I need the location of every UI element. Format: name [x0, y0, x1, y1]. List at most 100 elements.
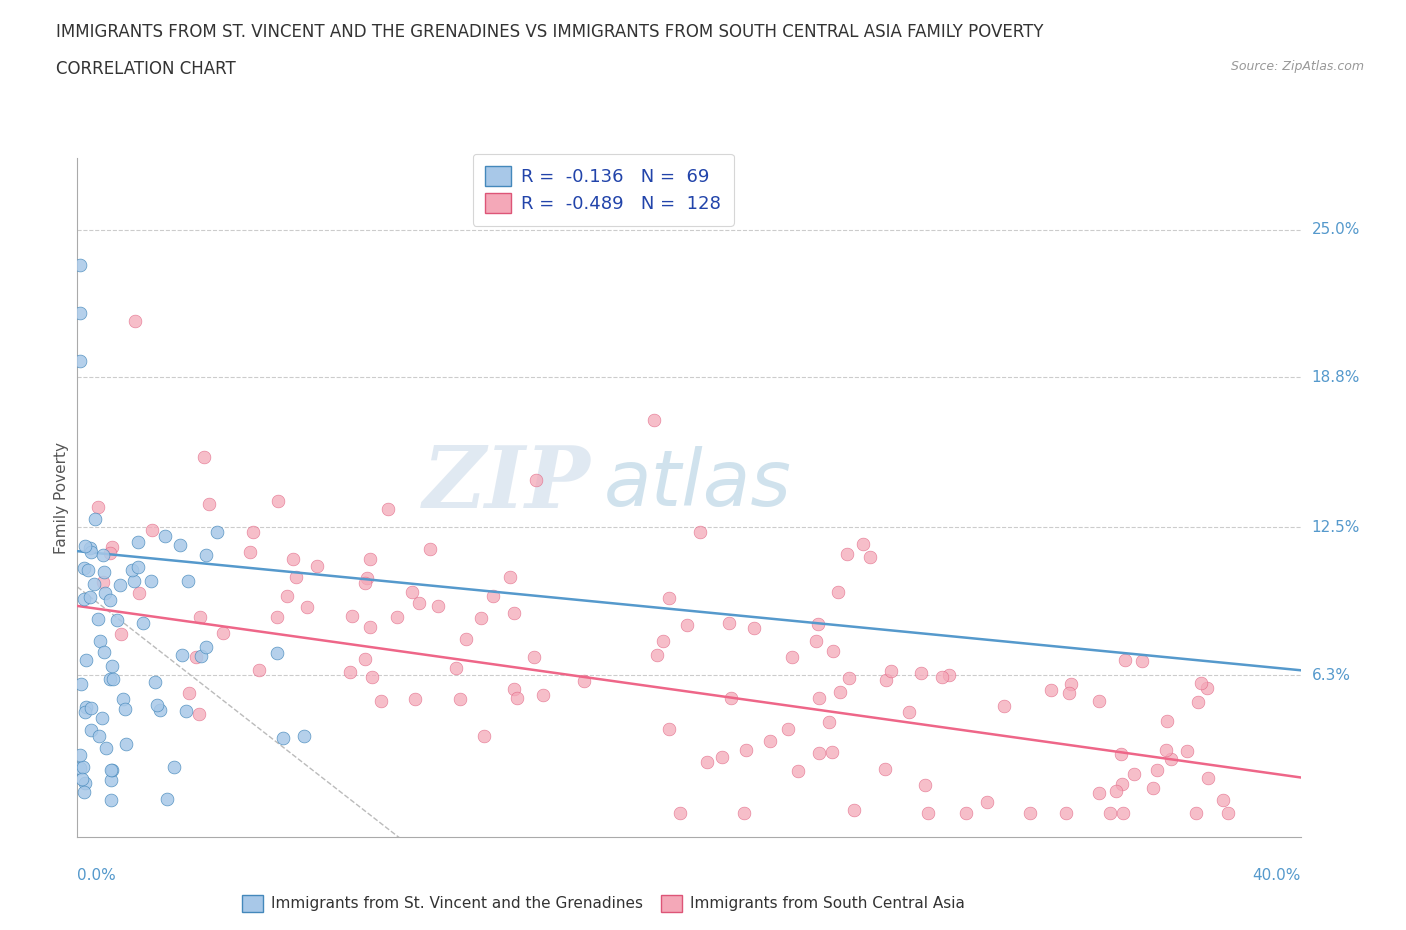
Point	[72, 760, 94, 775]
Text: 40.0%: 40.0%	[1253, 868, 1301, 883]
Point	[426, 599, 449, 614]
Point	[205, 525, 228, 539]
Point	[830, 684, 852, 699]
Point	[114, 701, 136, 716]
Point	[194, 640, 217, 655]
Point	[572, 674, 595, 689]
Point	[101, 658, 124, 673]
Point	[503, 605, 526, 620]
Point	[143, 674, 166, 689]
Point	[194, 547, 217, 562]
Point	[669, 805, 692, 820]
Point	[247, 663, 270, 678]
Point	[281, 552, 304, 567]
Point	[818, 714, 841, 729]
Point	[377, 502, 399, 517]
Point	[917, 805, 939, 820]
Point	[292, 729, 315, 744]
Point	[1060, 676, 1083, 691]
Text: IMMIGRANTS FROM ST. VINCENT AND THE GRENADINES VS IMMIGRANTS FROM SOUTH CENTRAL : IMMIGRANTS FROM ST. VINCENT AND THE GREN…	[56, 23, 1043, 41]
Point	[70, 676, 93, 691]
Point	[190, 648, 212, 663]
Point	[121, 563, 143, 578]
Point	[96, 740, 118, 755]
Point	[385, 609, 408, 624]
Point	[111, 691, 134, 706]
Text: 0.0%: 0.0%	[77, 868, 117, 883]
Point	[1154, 742, 1177, 757]
Point	[807, 617, 830, 631]
Point	[1087, 694, 1109, 709]
Point	[91, 574, 114, 589]
Point	[807, 746, 830, 761]
Point	[69, 258, 91, 272]
Point	[910, 666, 932, 681]
Point	[842, 803, 865, 817]
Point	[87, 499, 110, 514]
Point	[110, 626, 132, 641]
Point	[880, 664, 903, 679]
Point	[658, 721, 681, 736]
Point	[742, 620, 765, 635]
Point	[780, 650, 803, 665]
Point	[271, 730, 294, 745]
Point	[93, 565, 115, 579]
Point	[401, 585, 423, 600]
Point	[658, 591, 681, 605]
Point	[1056, 805, 1078, 820]
Point	[1087, 785, 1109, 800]
Point	[776, 722, 799, 737]
Point	[83, 512, 105, 526]
Point	[1039, 683, 1062, 698]
Point	[91, 711, 114, 726]
Point	[339, 665, 361, 680]
Point	[976, 794, 998, 809]
Point	[141, 523, 163, 538]
Point	[69, 305, 91, 320]
Point	[859, 550, 882, 565]
Point	[696, 754, 718, 769]
Point	[1189, 676, 1212, 691]
Point	[898, 704, 921, 719]
Point	[359, 551, 381, 566]
Point	[188, 609, 211, 624]
Point	[852, 537, 875, 551]
Point	[156, 791, 179, 806]
Point	[759, 734, 782, 749]
Point	[689, 525, 711, 539]
Point	[827, 585, 849, 600]
Point	[835, 547, 858, 562]
Point	[354, 576, 377, 591]
Point	[524, 472, 547, 487]
Point	[931, 670, 953, 684]
Point	[163, 760, 186, 775]
Point	[361, 670, 384, 684]
Y-axis label: Family Poverty: Family Poverty	[53, 442, 69, 553]
Point	[503, 682, 526, 697]
Point	[875, 672, 897, 687]
Text: Source: ZipAtlas.com: Source: ZipAtlas.com	[1230, 60, 1364, 73]
Point	[1216, 805, 1239, 820]
Point	[1195, 680, 1218, 695]
Point	[69, 353, 91, 368]
Point	[370, 694, 392, 709]
Point	[806, 634, 828, 649]
Point	[284, 570, 307, 585]
Point	[242, 525, 264, 539]
Point	[1098, 805, 1121, 820]
Text: 12.5%: 12.5%	[1312, 520, 1360, 535]
Point	[93, 644, 115, 659]
Point	[122, 574, 145, 589]
Point	[651, 634, 673, 649]
Point	[77, 563, 100, 578]
Point	[114, 737, 136, 752]
Point	[1112, 805, 1135, 820]
Point	[450, 691, 472, 706]
Point	[472, 728, 495, 743]
Point	[720, 691, 742, 706]
Point	[1111, 747, 1133, 762]
Point	[193, 449, 215, 464]
Point	[444, 660, 467, 675]
Point	[128, 586, 150, 601]
Point	[454, 631, 477, 646]
